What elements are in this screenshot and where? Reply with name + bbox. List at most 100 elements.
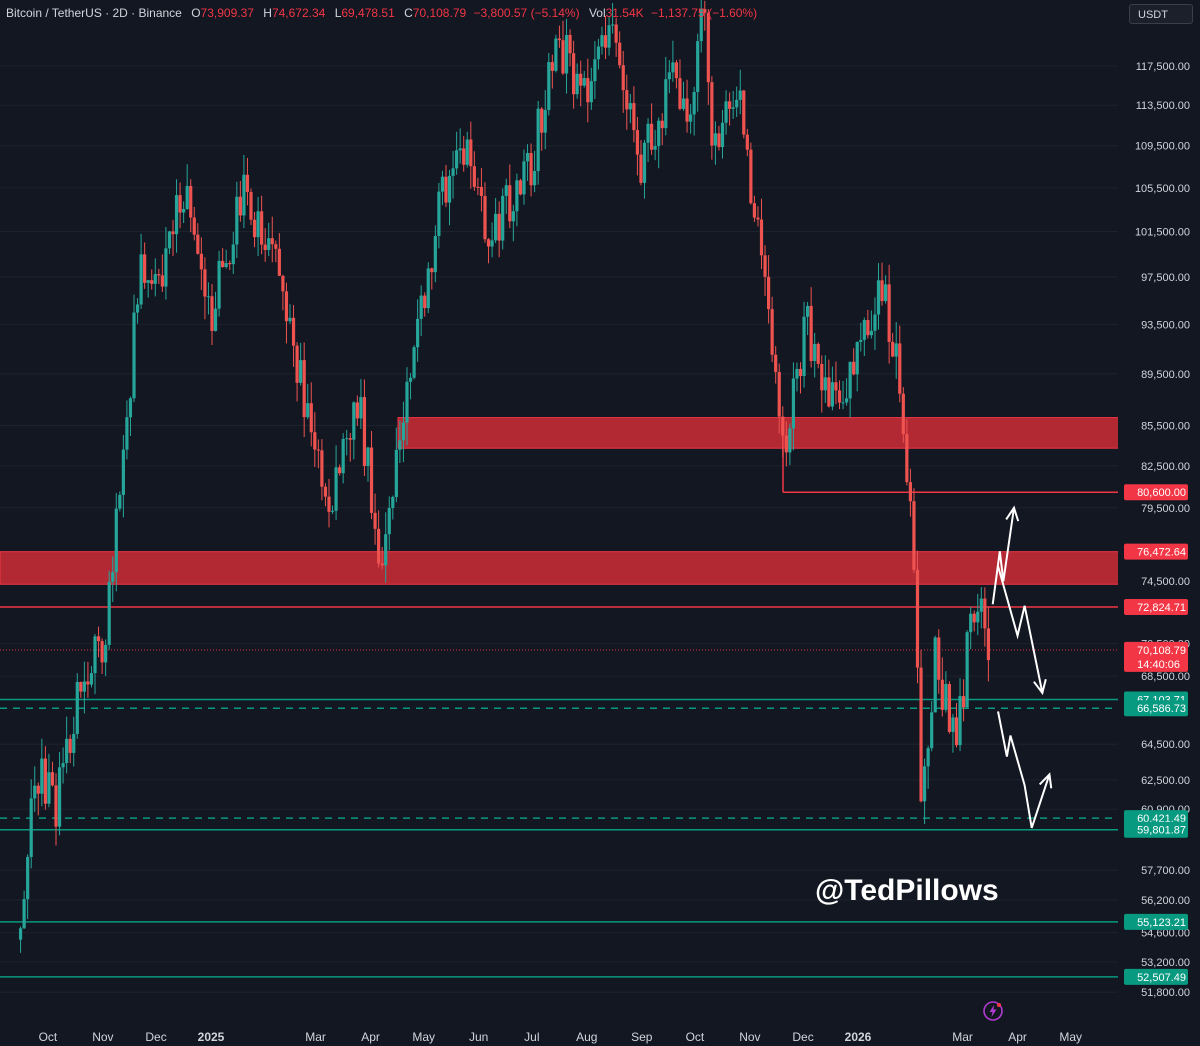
x-tick-label: Aug — [576, 1030, 597, 1044]
candle-body — [533, 171, 537, 186]
candle-body — [75, 681, 79, 734]
candle-body — [706, 12, 710, 83]
candle-body — [462, 148, 466, 165]
candle-body — [217, 260, 221, 309]
candle-body — [440, 176, 445, 192]
candle-body — [593, 59, 597, 82]
candle-body — [965, 632, 969, 708]
candle-body — [196, 234, 200, 254]
candle-body — [288, 317, 292, 322]
candle-body — [54, 785, 58, 827]
candle-body — [614, 24, 618, 43]
candle-body — [338, 467, 342, 474]
candle-body — [777, 371, 781, 417]
candle-body — [213, 308, 218, 332]
candle-body — [901, 393, 905, 435]
candle-body — [731, 107, 735, 109]
candle-body — [433, 235, 437, 273]
candle-body — [355, 402, 359, 419]
symbol-legend: Bitcoin / TetherUS · 2D · Binance O73,90… — [6, 6, 757, 20]
candle-body — [167, 231, 172, 249]
candle-body — [685, 98, 689, 122]
level-badge — [1124, 543, 1188, 560]
candle-body — [873, 314, 877, 331]
candle-body — [504, 185, 508, 196]
candle-body — [515, 180, 519, 212]
candle-body — [632, 103, 636, 131]
candle-body — [274, 244, 278, 249]
x-tick-label: Nov — [92, 1030, 113, 1044]
candle-body — [369, 447, 374, 513]
candle-body — [29, 798, 33, 857]
candle-body — [735, 99, 739, 108]
candle-body — [749, 149, 753, 204]
candle-body — [423, 295, 427, 309]
level-badge — [1124, 913, 1188, 930]
candle-body — [384, 534, 388, 566]
candle-body — [47, 772, 51, 804]
candle-body — [497, 213, 501, 241]
candle-body — [805, 305, 810, 317]
candle-body — [139, 254, 143, 305]
y-tick-label: 109,500.00 — [1135, 141, 1190, 153]
candle-body — [334, 467, 338, 511]
candle-body — [408, 377, 413, 382]
candle-body — [536, 108, 540, 172]
level-badge-label: 80,600.00 — [1137, 487, 1186, 499]
candle-body — [561, 40, 565, 74]
volume-label: Vol — [588, 6, 606, 20]
candle-body — [18, 928, 23, 940]
candle-body — [774, 354, 778, 372]
projection-path — [997, 711, 1051, 829]
level-badge-label: 59,801.87 — [1137, 825, 1186, 837]
candle-body — [611, 24, 615, 26]
candle-body — [143, 254, 147, 283]
candle-body — [937, 637, 941, 680]
candle-body — [260, 211, 264, 245]
candle-body — [72, 733, 76, 753]
low-value: 69,478.51 — [341, 6, 395, 20]
candle-body — [720, 122, 725, 148]
candle-body — [908, 482, 913, 502]
x-tick-label: 2025 — [198, 1030, 225, 1044]
y-tick-label: 97,500.00 — [1141, 272, 1190, 284]
candle-body — [798, 368, 803, 377]
candle-body — [89, 673, 94, 685]
candle-body — [710, 82, 714, 146]
level-badge-label: 55,123.21 — [1137, 917, 1186, 929]
candle-body — [416, 318, 420, 348]
candle-body — [249, 191, 253, 220]
high-label: H — [263, 6, 272, 20]
candle-body — [50, 772, 55, 786]
candle-body — [880, 280, 884, 302]
candle-body — [111, 572, 115, 582]
candle-body — [281, 275, 285, 292]
candle-body — [887, 284, 891, 342]
candle-body — [752, 203, 757, 218]
candle-body — [153, 274, 157, 284]
candle-body — [738, 90, 742, 100]
x-tick-label: Oct — [39, 1030, 58, 1044]
countdown-label: 14:40:06 — [1137, 659, 1180, 671]
y-tick-label: 51,800.00 — [1141, 987, 1190, 999]
candle-body — [86, 681, 90, 685]
candle-body — [557, 38, 562, 41]
candle-body — [958, 696, 962, 746]
lightning-icon[interactable] — [982, 1000, 1004, 1022]
candle-body — [979, 598, 983, 612]
candle-body — [316, 449, 320, 451]
candle-body — [763, 255, 767, 277]
candle-body — [231, 244, 235, 265]
candle-body — [330, 510, 335, 512]
candle-body — [898, 343, 902, 394]
candle-body — [401, 422, 406, 441]
change-value: −3,800.57 (−5.14%) — [473, 6, 580, 20]
candle-body — [522, 161, 526, 195]
currency-button[interactable]: USDT — [1129, 4, 1193, 24]
symbol-title[interactable]: Bitcoin / TetherUS · 2D · Binance — [6, 6, 182, 20]
y-tick-label: 117,500.00 — [1136, 61, 1190, 73]
candle-body — [490, 240, 494, 247]
candle-body — [182, 209, 186, 213]
